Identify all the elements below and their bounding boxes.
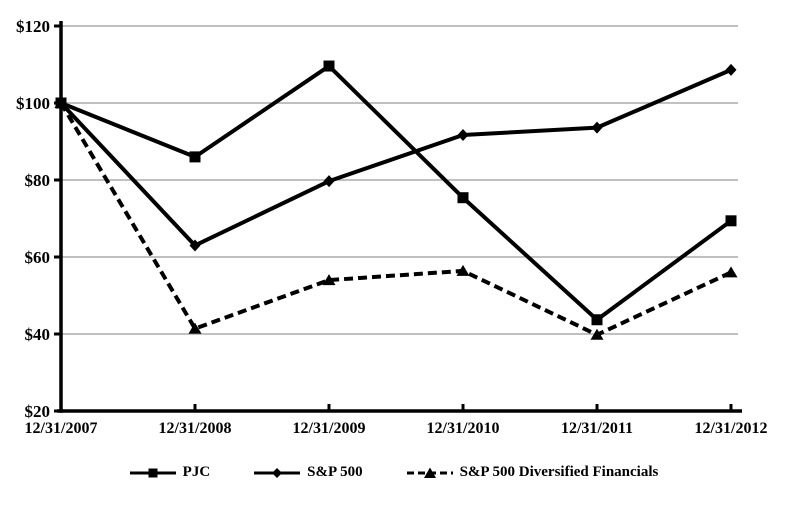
legend-label-pjc: PJC [182,464,211,480]
x-tick-label: 12/31/2010 [427,420,500,437]
series-line-s-p-500-diversified-financials [59,101,732,337]
series-marker-s-p-500-diversified-financials [188,322,202,334]
series-marker-s-p-500 [591,121,603,134]
x-tick-label: 12/31/2012 [695,420,768,437]
x-tick-label: 12/31/2007 [25,420,98,437]
y-tick-label: $120 [16,17,50,36]
sp500-solid-diamond-legend-icon [254,467,301,478]
series-marker-s-p-500-diversified-financials [322,274,336,286]
legend-label-sp500: S&P 500 [307,464,363,480]
series-marker-s-p-500-diversified-financials [724,266,738,278]
legend-item-sp500-div-financials: S&P 500 Diversified Financials [406,464,659,481]
x-tick-label: 12/31/2008 [159,420,232,437]
sp500-div-financials-dashed-triangle-legend-icon [406,467,453,478]
series-marker-s-p-500-diversified-financials [590,328,604,340]
series-marker-s-p-500-diversified-financials [456,264,470,276]
legend-label-sp500-div-financials: S&P 500 Diversified Financials [459,464,659,480]
series-marker-pjc [189,151,201,163]
x-tick-label: 12/31/2009 [293,420,366,437]
pjc-solid-square-legend-icon [129,468,176,477]
series-line-s-p-500 [59,68,732,248]
series-marker-pjc [323,60,335,72]
series-marker-pjc [457,192,469,204]
performance-line-chart: $120 $100 $80 $60 $40 $2012/31/2007 12/31/2008… [16,17,768,437]
series-marker-s-p-500 [457,128,469,141]
series-line-pjc [60,64,733,322]
series-marker-pjc [725,215,737,227]
series-marker-pjc [591,314,603,326]
y-tick-label: $60 [25,248,51,267]
x-tick-label: 12/31/2011 [561,420,633,437]
y-tick-label: $100 [16,94,50,113]
series-marker-s-p-500 [323,175,335,188]
series-marker-s-p-500 [725,63,737,76]
y-tick-label: $20 [25,402,51,421]
legend-item-pjc: PJC [129,464,211,481]
y-tick-label: $80 [25,171,51,190]
y-tick-label: $40 [25,325,51,344]
series-marker-s-p-500 [189,239,201,252]
chart-legend: PJC S&P 500 S&P 500 Diversified Financia… [0,464,788,481]
series-marker-s-p-500-diversified-financials [54,97,68,108]
legend-item-sp500: S&P 500 [254,464,363,481]
